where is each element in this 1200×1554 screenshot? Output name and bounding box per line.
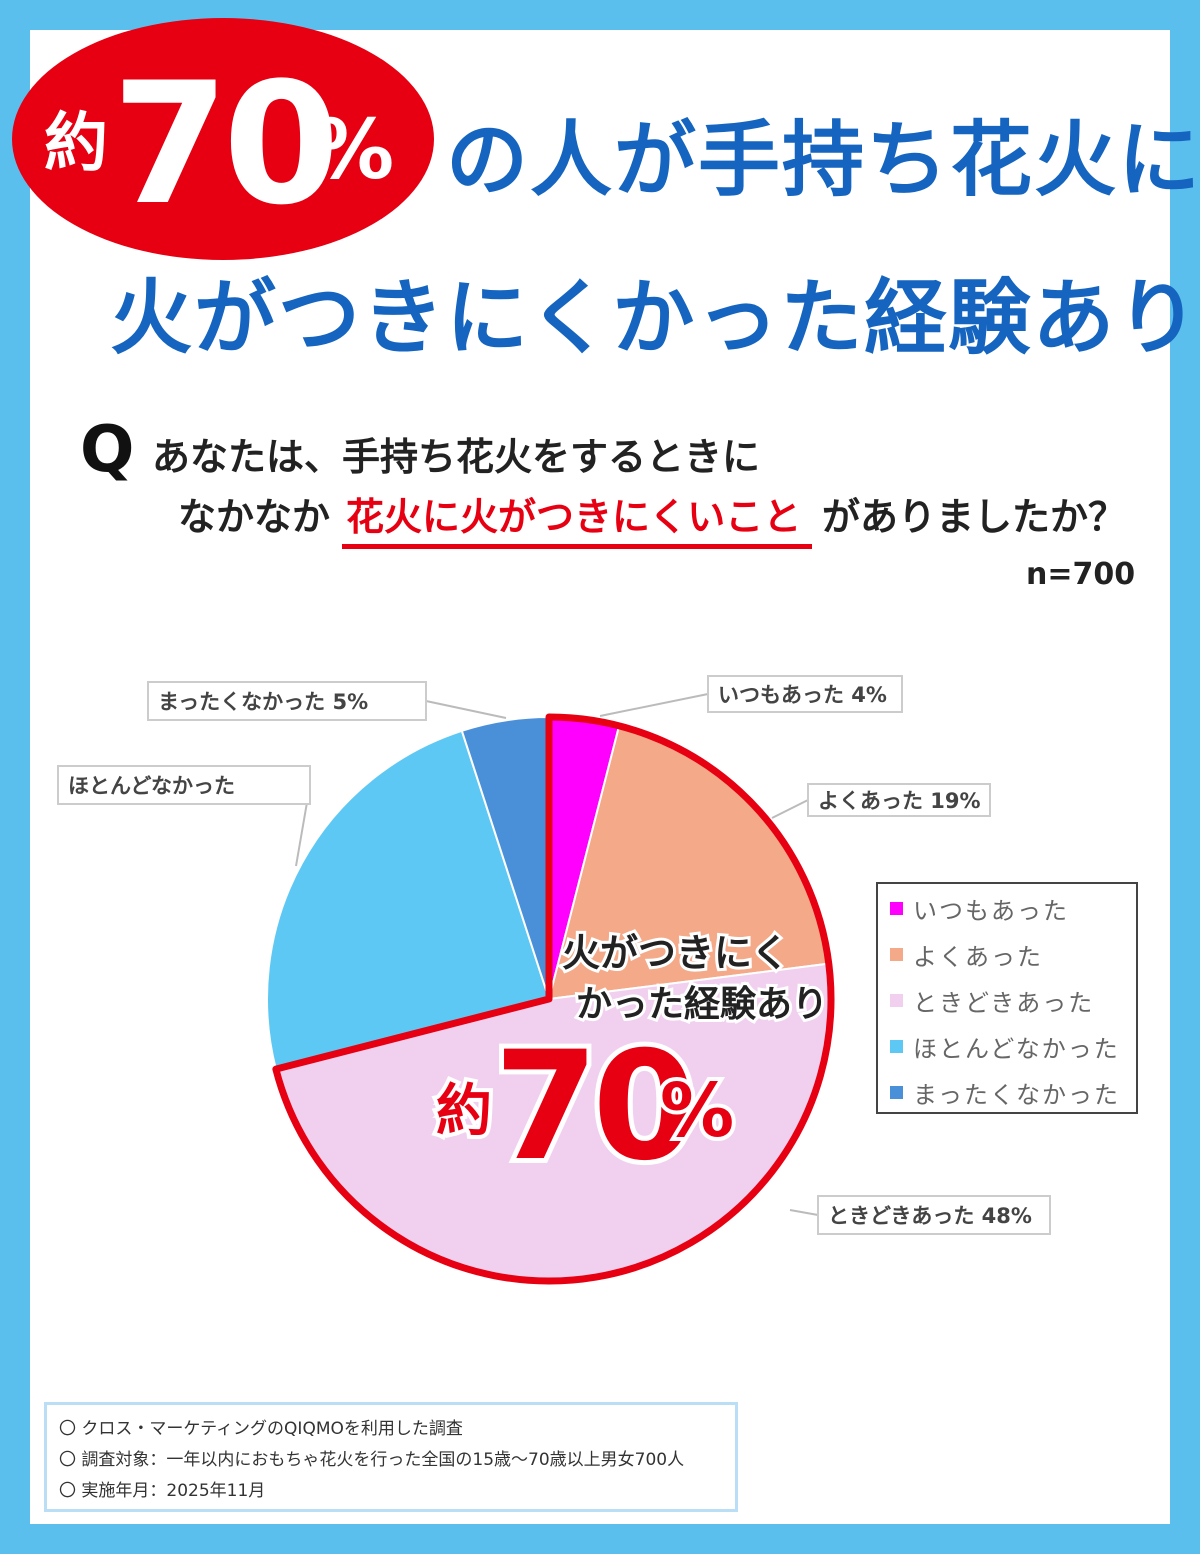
- callout-label: ほとんどなかった: [68, 774, 235, 798]
- callout-box: [807, 783, 991, 817]
- legend-item: ほとんどなかった: [890, 1026, 1120, 1066]
- legend-label: いつもあった: [913, 896, 1069, 925]
- pie-slice: [266, 729, 551, 1071]
- survey-notes: 〇 クロス・マーケティングのQIQMOを利用した調査 〇 調査対象：一年以内にお…: [44, 1402, 738, 1512]
- note-item: 〇 実施年月：2025年11月: [59, 1481, 266, 1501]
- sample-size: n=700: [1026, 557, 1136, 592]
- callout-box: [57, 765, 311, 805]
- legend-item: ときどきあった: [890, 980, 1094, 1020]
- callout-leader: [771, 799, 809, 819]
- highlight-outline: [272, 713, 835, 1285]
- legend-item: まったくなかった: [890, 1072, 1120, 1112]
- question-highlight: 花火に火がつきにくいこと: [346, 495, 802, 539]
- callout-box: [817, 1195, 1051, 1235]
- overlay-line2: かった経験あり: [576, 984, 828, 1025]
- callout-label: まったくなかった 5%: [158, 690, 368, 714]
- headline-line1: の人が手持ち花火に: [446, 113, 1200, 208]
- legend-label: まったくなかった: [913, 1080, 1121, 1109]
- callout-label: ときどきあった 48%: [828, 1204, 1032, 1228]
- overlay-line1: 火がつきにく: [562, 931, 789, 975]
- legend-label: ほとんどなかった: [913, 1034, 1120, 1063]
- headline-badge: [12, 18, 434, 260]
- legend-swatch: [890, 1039, 903, 1053]
- pie-callouts: いつもあった 4% よくあった 19% ときどきあった 48% ほとんどなかった まった…: [57, 675, 1051, 1235]
- callout-leader: [425, 700, 507, 719]
- callout-label: いつもあった 4%: [718, 683, 887, 707]
- chart-legend: いつもあった よくあった ときどきあった ほとんどなかった まったくなかった: [876, 882, 1138, 1114]
- callout-box: [707, 675, 903, 713]
- legend-swatch: [890, 993, 903, 1007]
- legend-swatch: [890, 947, 903, 961]
- highlight-overlay: 火がつきにく かった経験あり 約 70 %: [432, 928, 831, 1199]
- legend-label: ときどきあった: [913, 988, 1095, 1017]
- badge-unit: %: [312, 103, 395, 198]
- question-line2-suffix: がありましたか？: [822, 495, 1127, 539]
- callout-leader: [789, 1209, 819, 1216]
- legend-item: いつもあった: [890, 888, 1069, 928]
- note-item: 〇 調査対象：一年以内におもちゃ花火を行った全国の15歳〜70歳以上男女700人: [59, 1450, 685, 1470]
- callout-label: よくあった 19%: [818, 789, 981, 813]
- question-line2-prefix: なかなか: [178, 495, 331, 539]
- overlay-prefix: 約: [436, 1079, 492, 1144]
- callout-box: [147, 681, 427, 721]
- overlay-unit: %: [660, 1068, 734, 1154]
- question-line1: あなたは、手持ち花火をするときに: [152, 435, 761, 479]
- legend-item: よくあった: [890, 934, 1043, 974]
- legend-label: よくあった: [913, 942, 1043, 971]
- overlay-number: 70: [494, 1020, 691, 1194]
- question-mark: Q: [80, 413, 135, 487]
- badge-number: 70: [112, 46, 340, 242]
- legend-swatch: [890, 1085, 903, 1099]
- callout-leader: [599, 693, 709, 717]
- pie-slices: [266, 715, 832, 1282]
- note-item: 〇 クロス・マーケティングのQIQMOを利用した調査: [59, 1419, 463, 1439]
- headline-line2: 火がつきにくかった経験あり: [110, 271, 1200, 366]
- badge-prefix: 約: [44, 107, 108, 181]
- question-underline: [342, 544, 812, 549]
- legend-swatch: [890, 901, 903, 915]
